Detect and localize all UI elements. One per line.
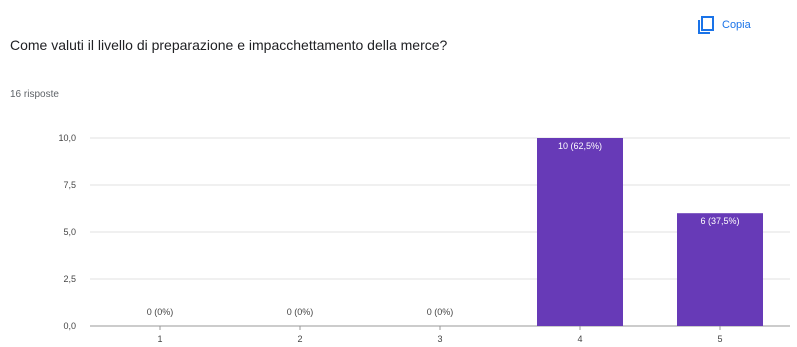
bar xyxy=(677,213,763,326)
bar-data-label: 0 (0%) xyxy=(287,307,314,317)
y-tick-label: 7,5 xyxy=(63,180,76,190)
copy-label: Copia xyxy=(722,19,751,31)
response-count: 16 risposte xyxy=(10,89,59,100)
y-tick-label: 2,5 xyxy=(63,274,76,284)
bar-data-label: 0 (0%) xyxy=(147,307,174,317)
copy-icon xyxy=(697,15,715,35)
bar-data-label: 6 (37,5%) xyxy=(700,216,739,226)
x-tick-label: 4 xyxy=(577,334,582,344)
x-tick-label: 3 xyxy=(437,334,442,344)
y-tick-label: 10,0 xyxy=(58,133,76,143)
x-tick-label: 2 xyxy=(297,334,302,344)
question-title: Come valuti il livello di preparazione e… xyxy=(10,37,448,53)
bar xyxy=(537,138,623,326)
x-tick-label: 1 xyxy=(157,334,162,344)
y-tick-label: 0,0 xyxy=(63,321,76,331)
y-tick-label: 5,0 xyxy=(63,227,76,237)
bar-data-label: 10 (62,5%) xyxy=(558,141,602,151)
bar-data-label: 0 (0%) xyxy=(427,307,454,317)
copy-button[interactable]: Copia xyxy=(697,15,751,35)
x-tick-label: 5 xyxy=(717,334,722,344)
